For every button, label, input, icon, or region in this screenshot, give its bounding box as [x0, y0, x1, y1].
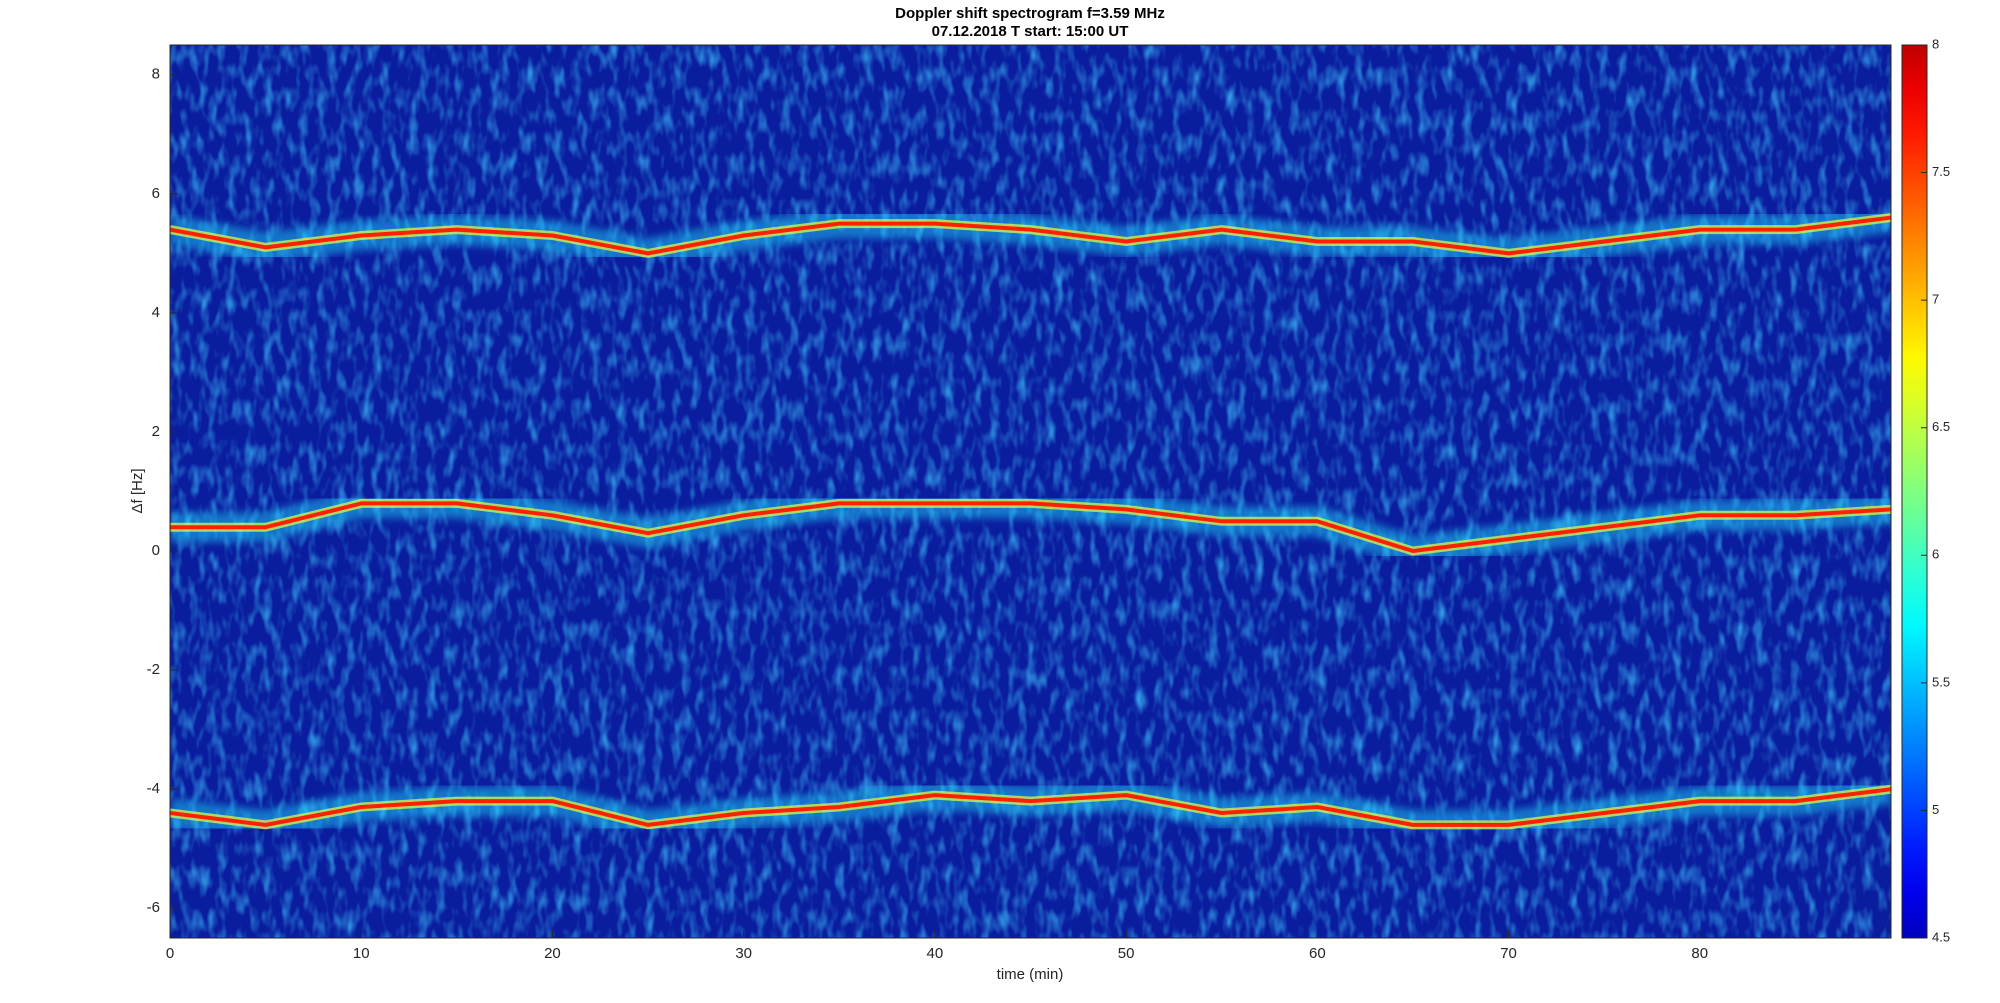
plot-area [170, 45, 1891, 938]
y-tick-label: 4 [152, 304, 160, 321]
y-tick-label: 2 [152, 423, 160, 440]
chart-subtitle: 07.12.2018 T start: 15:00 UT [932, 23, 1129, 40]
y-axis-label: Δf [Hz] [129, 468, 146, 513]
colorbar-tick-label: 4.5 [1932, 929, 1950, 944]
x-tick-label: 50 [1118, 945, 1135, 962]
x-tick-label: 0 [166, 945, 174, 962]
band-trace [170, 501, 1891, 553]
y-tick-label: 6 [152, 185, 160, 202]
colorbar-tick-label: 6.5 [1932, 419, 1950, 434]
band-trace [170, 215, 1891, 256]
x-tick-label: 80 [1691, 945, 1708, 962]
x-tick-label: 10 [353, 945, 370, 962]
axes-box [169, 44, 1892, 939]
y-tick-label: -2 [147, 661, 160, 678]
x-tick-label: 60 [1309, 945, 1326, 962]
colorbar-tick-label: 5.5 [1932, 674, 1950, 689]
x-tick-label: 40 [927, 945, 944, 962]
band-trace [170, 787, 1891, 827]
x-tick-label: 30 [735, 945, 752, 962]
colorbar-tick-label: 6 [1932, 547, 1939, 562]
y-tick-label: -4 [147, 780, 160, 797]
x-axis-label: time (min) [997, 966, 1064, 983]
colorbar-tick-label: 7.5 [1932, 164, 1950, 179]
y-tick-label: 0 [152, 542, 160, 559]
x-tick-label: 20 [544, 945, 561, 962]
colorbar [1901, 44, 1928, 939]
colorbar-tick-label: 7 [1932, 292, 1939, 307]
colorbar-tick-label: 8 [1932, 36, 1939, 51]
chart-title: Doppler shift spectrogram f=3.59 MHz [895, 5, 1165, 22]
y-tick-label: 8 [152, 66, 160, 83]
colorbar-tick-label: 5 [1932, 802, 1939, 817]
x-tick-label: 70 [1500, 945, 1517, 962]
y-tick-label: -6 [147, 899, 160, 916]
